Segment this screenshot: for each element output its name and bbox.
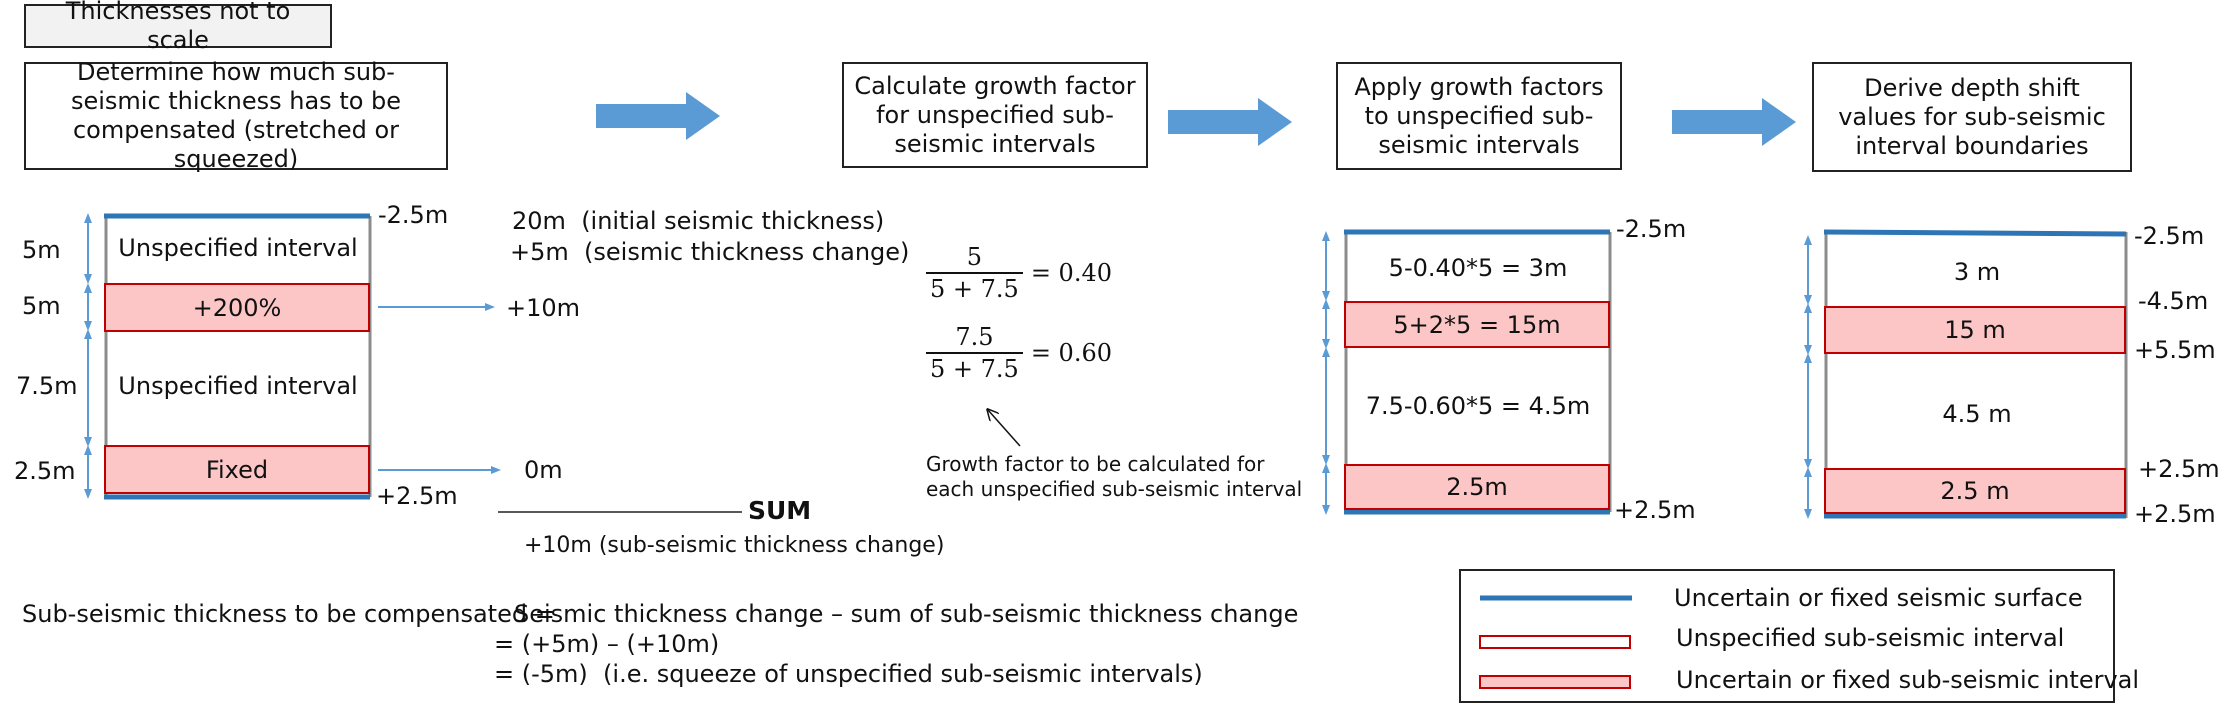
col4-shift-1: -2.5m xyxy=(2134,222,2205,250)
col4-shift-2: -4.5m xyxy=(2138,287,2209,315)
col1-interval-3: Unspecified interval xyxy=(118,372,358,400)
col1-interval-2: +200% xyxy=(104,283,370,332)
legend-fixed-swatch xyxy=(1479,675,1631,689)
growth-fraction-2: 7.5 5 + 7.5 = 0.60 xyxy=(926,322,1112,384)
step3-box: Apply growth factors to unspecified sub-… xyxy=(1336,62,1622,170)
process-arrow-1 xyxy=(596,92,720,140)
step3-text: Apply growth factors to unspecified sub-… xyxy=(1354,72,1604,159)
col1-thickness-3: 7.5m xyxy=(16,372,78,400)
seismic-thickness: 20m (initial seismic thickness) xyxy=(512,207,885,235)
col4-shift-5: +2.5m xyxy=(2134,500,2216,528)
formula-rhs-1: Seismic thickness change – sum of sub-se… xyxy=(514,600,1299,628)
sum-result: +10m (sub-seismic thickness change) xyxy=(524,533,945,558)
not-to-scale-note: Thicknesses not to scale xyxy=(24,0,332,54)
col1-interval-1: Unspecified interval xyxy=(118,234,358,262)
col3-interval-4: 2.5m xyxy=(1344,464,1610,510)
col3-interval-2: 5+2*5 = 15m xyxy=(1344,301,1610,348)
process-arrow-2 xyxy=(1168,98,1292,146)
step2-text: Calculate growth factor for unspecified … xyxy=(854,71,1136,158)
col4-shift-3: +5.5m xyxy=(2134,336,2216,364)
col1-output-1: +10m xyxy=(506,294,581,322)
col4-interval-3: 4.5 m xyxy=(1942,400,2012,428)
formula-rhs-3: = (-5m) (i.e. squeeze of unspecified sub… xyxy=(494,660,1203,688)
sum-label: SUM xyxy=(748,496,812,525)
legend-unspecified-swatch xyxy=(1479,635,1631,649)
col1-bottom-shift: +2.5m xyxy=(376,482,458,510)
col4-interval-4: 2.5 m xyxy=(1824,468,2126,514)
seismic-thickness-change: +5m (seismic thickness change) xyxy=(510,238,910,266)
col1-thickness-4: 2.5m xyxy=(14,457,76,485)
formula-rhs-2: = (+5m) – (+10m) xyxy=(494,630,720,658)
growth-fraction-1: 5 5 + 7.5 = 0.40 xyxy=(926,242,1112,304)
col4-interval-1: 3 m xyxy=(1953,258,2001,286)
formula-lhs: Sub-seismic thickness to be compensated … xyxy=(22,600,555,628)
process-arrow-3 xyxy=(1672,98,1796,146)
col4-shift-4: +2.5m xyxy=(2138,455,2220,483)
growth-note-1: Growth factor to be calculated for xyxy=(926,452,1265,476)
col1-output-2: 0m xyxy=(524,456,563,484)
step1-text: Determine how much sub-seismic thickness… xyxy=(70,58,402,173)
col1-top-shift: -2.5m xyxy=(378,201,449,229)
legend-item-2: Unspecified sub-seismic interval xyxy=(1676,624,2065,652)
col3-interval-3: 7.5-0.60*5 = 4.5m xyxy=(1365,392,1591,420)
col3-bottom-shift: +2.5m xyxy=(1614,496,1696,524)
growth-note-2: each unspecified sub-seismic interval xyxy=(926,477,1303,501)
legend-item-3: Uncertain or fixed sub-seismic interval xyxy=(1676,666,2140,694)
step1-box: Determine how much sub-seismic thickness… xyxy=(24,58,448,173)
col4-interval-2: 15 m xyxy=(1824,306,2126,354)
step4-text: Derive depth shift values for sub-seismi… xyxy=(1838,73,2106,160)
col1-thickness-2: 5m xyxy=(22,292,61,320)
legend-item-1: Uncertain or fixed seismic surface xyxy=(1674,584,2083,612)
step4-box: Derive depth shift values for sub-seismi… xyxy=(1812,62,2132,172)
col1-interval-4: Fixed xyxy=(104,445,370,494)
step2-box: Calculate growth factor for unspecified … xyxy=(842,62,1148,168)
col3-top-shift: -2.5m xyxy=(1616,215,1687,243)
col3-interval-1: 5-0.40*5 = 3m xyxy=(1388,254,1568,282)
col1-thickness-1: 5m xyxy=(22,236,61,264)
